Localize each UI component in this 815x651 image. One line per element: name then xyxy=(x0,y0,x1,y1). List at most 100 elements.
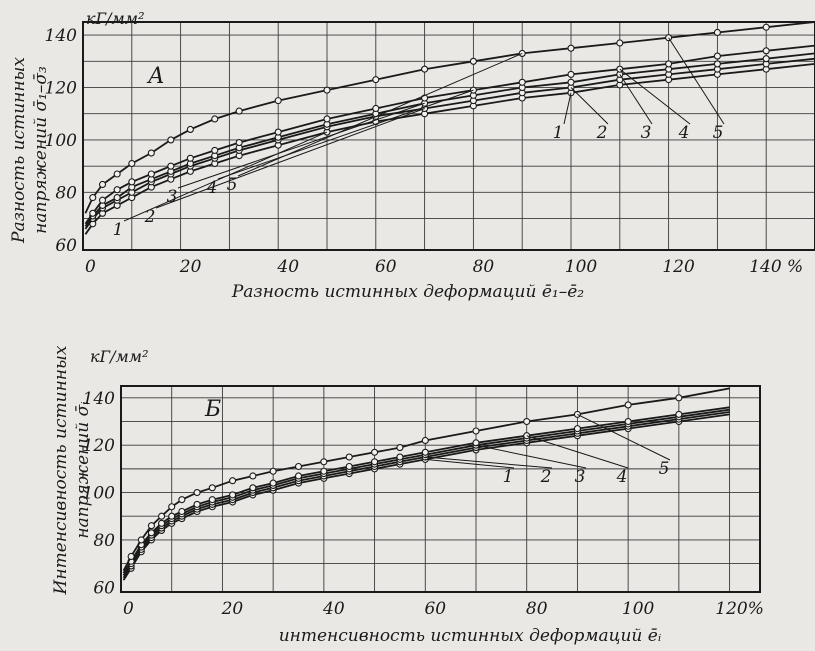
x-tick-label: 0 xyxy=(123,599,134,619)
series-panel-b xyxy=(122,387,730,581)
data-point xyxy=(675,410,683,418)
data-point xyxy=(128,159,136,168)
x-tick-label: 80 xyxy=(526,599,548,619)
y-tick-label: 120 xyxy=(45,79,78,99)
series-line-5 xyxy=(84,21,815,214)
x-tick-labels-panel-b: 0 20 40 60 80 100 120% xyxy=(123,599,764,619)
y-tick-label: 120 xyxy=(83,436,116,456)
data-point xyxy=(573,425,581,433)
series-line-2 xyxy=(122,411,730,579)
series-leader-line xyxy=(217,89,474,180)
x-tick-label: 20 xyxy=(221,599,244,619)
data-point xyxy=(323,86,331,94)
series-label: 2 xyxy=(144,207,156,227)
data-point xyxy=(567,44,575,52)
series-label: 4 xyxy=(206,178,218,198)
data-point xyxy=(762,55,770,63)
data-point xyxy=(371,458,379,466)
data-point xyxy=(616,39,624,47)
data-point xyxy=(193,500,201,508)
series-leader-line xyxy=(425,456,553,469)
series-1 xyxy=(84,63,815,235)
y-axis-label-line1-panel-a: Разность истинных xyxy=(9,57,29,244)
data-point xyxy=(469,57,477,65)
y-tick-labels-panel-b: 60 80 100 120 140 xyxy=(83,389,116,598)
data-point xyxy=(186,125,194,133)
plot-frame-panel-a xyxy=(82,21,815,251)
series-line-4 xyxy=(84,44,815,225)
data-point xyxy=(147,529,155,537)
series-label: 3 xyxy=(575,467,586,487)
data-point xyxy=(518,78,526,86)
y-axis-label-line1-panel-b: Интенсивность истинных xyxy=(51,345,71,595)
series-label: 1 xyxy=(503,467,514,487)
series-4 xyxy=(84,44,815,225)
data-point xyxy=(421,436,429,445)
data-point xyxy=(89,194,97,202)
data-point xyxy=(269,479,277,487)
data-point xyxy=(713,52,721,60)
panel-label-a: А xyxy=(146,64,165,89)
data-point xyxy=(372,76,380,84)
y-tick-label: 100 xyxy=(45,131,78,151)
data-point xyxy=(294,472,303,480)
plot-frame-panel-b xyxy=(120,385,761,593)
series-leader-line xyxy=(526,435,629,469)
x-tick-label: 60 xyxy=(424,599,446,619)
series-label: 3 xyxy=(641,123,652,143)
y-tick-label: 80 xyxy=(93,531,115,551)
series-panel-a xyxy=(84,21,815,235)
data-point xyxy=(472,439,480,447)
series-label: 2 xyxy=(596,123,608,143)
data-point xyxy=(137,536,145,544)
x-tick-label: 40 xyxy=(276,257,299,277)
data-point xyxy=(294,462,303,471)
series-label: 3 xyxy=(167,187,178,207)
data-point xyxy=(421,448,429,456)
data-point xyxy=(158,519,166,527)
data-point xyxy=(147,170,155,178)
series-4 xyxy=(122,406,730,574)
series-5 xyxy=(84,21,815,214)
series-leader-line xyxy=(237,52,523,177)
series-2 xyxy=(122,411,730,579)
data-point xyxy=(127,552,135,561)
data-point xyxy=(523,417,531,426)
data-point xyxy=(396,444,404,452)
series-3 xyxy=(84,52,815,227)
y-tick-labels-panel-a: 60 80 100 120 140 xyxy=(45,26,78,256)
data-point xyxy=(345,462,353,471)
x-tick-label: 140 % xyxy=(749,257,803,277)
y-tick-label: 140 xyxy=(83,389,116,409)
data-point xyxy=(274,97,282,105)
y-unit-panel-a: кГ/мм² xyxy=(86,9,144,28)
series-label: 2 xyxy=(540,467,552,487)
data-point xyxy=(178,496,186,504)
data-point xyxy=(167,136,175,144)
x-tick-label: 80 xyxy=(473,257,495,277)
data-point xyxy=(208,496,216,504)
data-point xyxy=(168,503,176,511)
x-tick-label: 100 xyxy=(622,599,655,619)
data-point xyxy=(249,472,257,480)
series-line-3 xyxy=(84,52,815,227)
data-point xyxy=(269,467,277,475)
data-point xyxy=(323,115,331,123)
data-point xyxy=(762,47,770,55)
x-tick-label: 100 xyxy=(565,257,598,277)
series-leaders-panel-a: 123 4 51 2 3 4 5 xyxy=(113,37,725,240)
data-point xyxy=(421,65,429,73)
x-tick-label: 120% xyxy=(715,599,764,619)
data-point xyxy=(113,186,121,194)
data-point xyxy=(472,427,480,435)
x-axis-label-panel-b: интенсивность истинных деформаций ēᵢ xyxy=(279,626,662,646)
series-leader-line xyxy=(563,92,572,125)
y-tick-label: 60 xyxy=(93,578,115,598)
data-point xyxy=(713,60,721,68)
series-leader-line xyxy=(577,413,671,461)
series-label: 5 xyxy=(713,123,724,143)
x-tick-label: 40 xyxy=(322,599,345,619)
series-leader-line xyxy=(425,458,515,469)
data-point xyxy=(208,484,216,492)
